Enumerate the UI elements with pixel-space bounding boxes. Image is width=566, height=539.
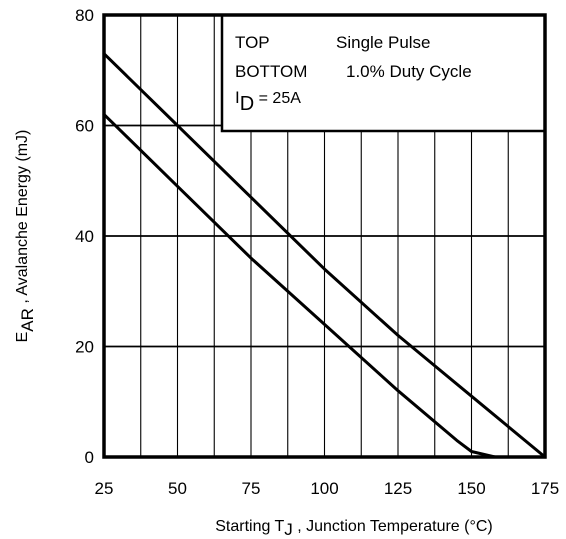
x-axis-label-main: Starting T [215,518,284,535]
y-tick-label: 80 [75,6,94,25]
legend-current-symbol: I [235,88,240,107]
x-axis-label-rest: , Junction Temperature (°C) [293,518,493,535]
x-tick-label: 125 [384,479,412,498]
legend-top-value: Single Pulse [336,33,431,52]
x-tick-label: 150 [457,479,485,498]
x-tick-label: 75 [242,479,261,498]
legend-current: ID = 25A [235,88,301,115]
x-tick-label: 25 [95,479,114,498]
plot-frame [102,13,547,459]
y-tick-label: 60 [75,117,94,136]
y-tick-label: 20 [75,338,94,357]
y-tick-label: 0 [85,448,94,467]
x-tick-label: 50 [168,479,187,498]
y-axis-label: EAR , Avalanche Energy (mJ) [14,130,37,343]
y-axis-label-subscript: AR [18,308,37,332]
y-axis-label-rest: , Avalanche Energy (mJ) [14,130,31,308]
legend-current-subscript: D [240,93,254,115]
series-lines [102,52,547,459]
series-top-line [102,52,547,459]
legend-current-value: = 25A [254,90,301,107]
legend-top-key: TOP [235,33,270,52]
x-tick-label: 175 [531,479,559,498]
x-axis-label-subscript: J [284,520,293,539]
legend-bottom-key: BOTTOM [235,62,307,81]
series-bottom-line [102,112,497,459]
y-tick-label: 40 [75,227,94,246]
y-axis-label-main: E [14,332,31,343]
legend-background [220,13,547,133]
x-tick-labels: 25 50 75 100 125 150 175 [95,479,560,498]
x-axis-label: Starting TJ , Junction Temperature (°C) [215,518,493,539]
legend-bottom-value: 1.0% Duty Cycle [346,62,472,81]
legend-box: TOP Single Pulse BOTTOM 1.0% Duty Cycle … [220,13,547,133]
x-tick-label: 100 [310,479,338,498]
y-tick-labels: 0 20 40 60 80 [75,6,94,467]
